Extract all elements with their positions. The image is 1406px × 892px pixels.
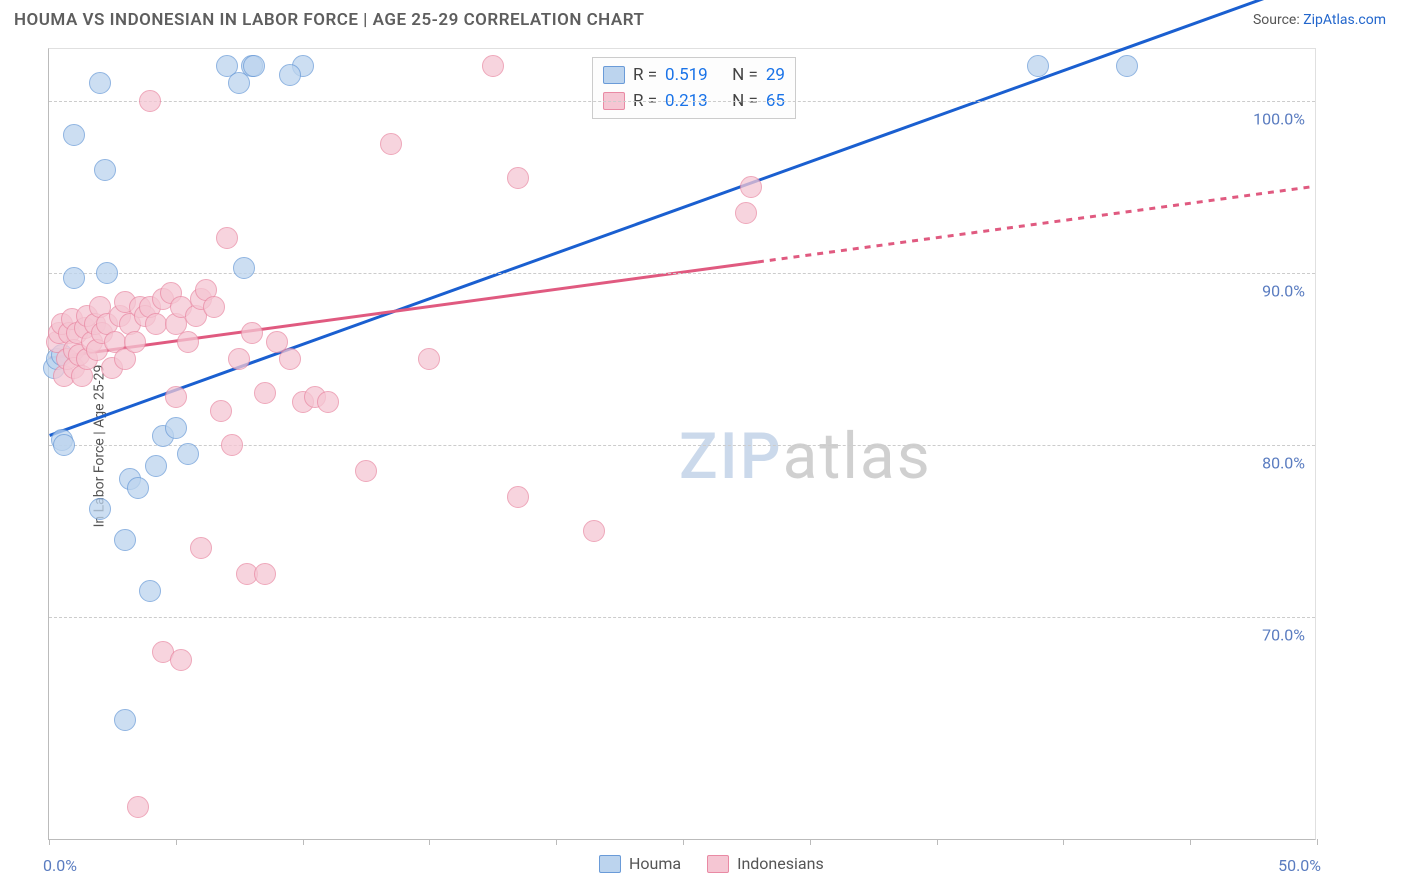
scatter-point	[139, 90, 161, 112]
scatter-point	[221, 434, 243, 456]
scatter-point	[279, 348, 301, 370]
scatter-point	[1116, 55, 1138, 77]
scatter-point	[279, 64, 301, 86]
scatter-point	[124, 331, 146, 353]
y-tick-label: 80.0%	[1262, 454, 1305, 473]
legend-swatch	[707, 855, 729, 873]
gridline-horizontal	[49, 617, 1315, 618]
scatter-point	[53, 434, 75, 456]
legend-swatch	[599, 855, 621, 873]
scatter-point	[735, 202, 757, 224]
source-link[interactable]: ZipAtlas.com	[1303, 12, 1386, 28]
scatter-point	[380, 133, 402, 155]
scatter-point	[89, 498, 111, 520]
correlation-legend: R =0.519 N =29R =0.213 N =65	[592, 57, 796, 119]
legend-row: R = 0.519 N = 29	[603, 62, 785, 88]
scatter-point	[583, 520, 605, 542]
scatter-point	[177, 443, 199, 465]
scatter-point	[233, 257, 255, 279]
scatter-point	[507, 167, 529, 189]
scatter-point	[203, 296, 225, 318]
scatter-point	[482, 55, 504, 77]
y-tick-label: 90.0%	[1262, 281, 1305, 300]
x-axis-max-label: 50.0%	[1278, 856, 1321, 875]
x-tick	[49, 839, 50, 845]
gridline-horizontal	[49, 101, 1315, 102]
scatter-point	[740, 176, 762, 198]
x-tick	[1190, 839, 1191, 845]
x-tick	[1317, 839, 1318, 845]
scatter-point	[210, 400, 232, 422]
scatter-point	[127, 796, 149, 818]
scatter-point	[114, 709, 136, 731]
x-tick	[429, 839, 430, 845]
scatter-point	[216, 227, 238, 249]
x-tick	[176, 839, 177, 845]
scatter-point	[177, 331, 199, 353]
legend-n-label: N =	[732, 65, 758, 85]
x-tick	[1063, 839, 1064, 845]
scatter-point	[355, 460, 377, 482]
scatter-point	[96, 262, 118, 284]
x-tick	[303, 839, 304, 845]
x-tick	[810, 839, 811, 845]
scatter-point	[89, 72, 111, 94]
scatter-point	[1027, 55, 1049, 77]
legend-r-value[interactable]: 0.519	[665, 65, 708, 85]
scatter-point	[241, 322, 263, 344]
source-prefix: Source:	[1253, 12, 1303, 28]
legend-swatch	[603, 66, 625, 84]
scatter-point	[254, 382, 276, 404]
scatter-point	[145, 455, 167, 477]
scatter-point	[165, 386, 187, 408]
scatter-point	[114, 529, 136, 551]
x-tick	[683, 839, 684, 845]
chart-title: HOUMA VS INDONESIAN IN LABOR FORCE | AGE…	[14, 10, 644, 30]
scatter-point	[254, 563, 276, 585]
x-tick	[937, 839, 938, 845]
scatter-point	[139, 580, 161, 602]
source-attribution: Source: ZipAtlas.com	[1253, 12, 1386, 28]
scatter-point	[418, 348, 440, 370]
legend-r-label: R =	[633, 65, 657, 85]
legend-n-value[interactable]: 29	[766, 65, 785, 85]
scatter-point	[94, 159, 116, 181]
trend-line	[758, 186, 1315, 262]
scatter-point	[63, 124, 85, 146]
scatter-point	[170, 649, 192, 671]
legend-series-name: Indonesians	[737, 854, 824, 873]
scatter-point	[145, 313, 167, 335]
scatter-point	[63, 267, 85, 289]
scatter-chart: ZIPatlas R =0.519 N =29R =0.213 N =65 0.…	[48, 48, 1316, 840]
x-tick	[556, 839, 557, 845]
scatter-point	[317, 391, 339, 413]
x-axis-min-label: 0.0%	[43, 856, 77, 875]
scatter-point	[243, 55, 265, 77]
legend-series-name: Houma	[629, 854, 681, 873]
y-tick-label: 70.0%	[1262, 626, 1305, 645]
scatter-point	[127, 477, 149, 499]
series-legend: Houma Indonesians	[599, 854, 842, 873]
scatter-point	[228, 348, 250, 370]
y-tick-label: 100.0%	[1253, 109, 1305, 128]
scatter-point	[190, 537, 212, 559]
scatter-point	[507, 486, 529, 508]
scatter-point	[165, 417, 187, 439]
